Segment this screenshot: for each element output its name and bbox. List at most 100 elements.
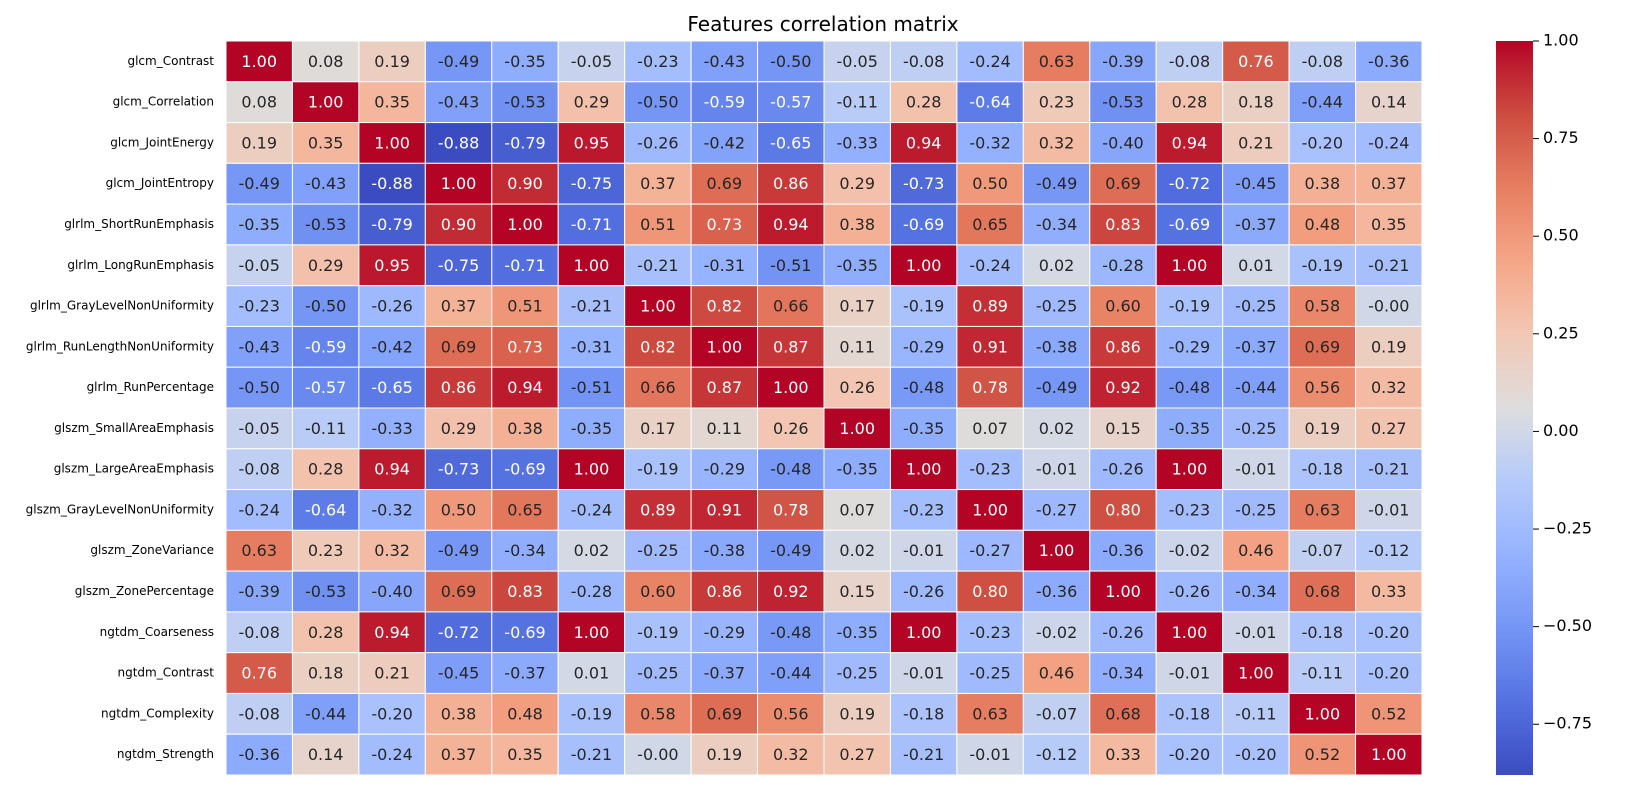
heatmap-cell — [1089, 407, 1157, 450]
cell-value-label: 0.11 — [707, 419, 743, 438]
cell-value-label: -0.20 — [1235, 745, 1276, 764]
cell-value-label: 1.00 — [972, 500, 1008, 519]
cell-value-label: 0.56 — [773, 704, 809, 723]
cell-value-label: 0.94 — [1172, 133, 1208, 152]
cell-value-label: -0.18 — [1169, 704, 1210, 723]
cell-value-label: -0.69 — [903, 215, 944, 234]
heatmap-cell — [956, 570, 1024, 613]
heatmap-cell — [491, 570, 559, 613]
cell-value-label: -0.01 — [1368, 500, 1409, 519]
heatmap-cell — [1155, 203, 1224, 246]
heatmap-cell — [358, 529, 426, 572]
cell-value-label: 0.19 — [1305, 419, 1341, 438]
cell-value-label: 0.35 — [374, 93, 410, 112]
heatmap-cell — [1022, 733, 1091, 776]
cell-value-label: 0.32 — [1371, 378, 1407, 397]
cell-value-label: 0.76 — [241, 664, 277, 683]
heatmap-cell — [823, 529, 891, 572]
cell-value-label: 0.87 — [773, 337, 809, 356]
heatmap-cell — [1155, 122, 1224, 164]
cell-value-label: 0.46 — [1039, 664, 1075, 683]
cell-value-label: -0.05 — [571, 52, 612, 71]
cell-value-label: 0.19 — [374, 52, 410, 71]
cell-value-label: -0.11 — [305, 419, 346, 438]
heatmap-cell — [1022, 203, 1091, 246]
cell-value-label: 0.90 — [441, 215, 477, 234]
heatmap-cell — [491, 366, 559, 409]
heatmap-cell — [225, 81, 293, 124]
cell-value-label: -0.29 — [1169, 337, 1210, 356]
heatmap-cell — [757, 489, 825, 531]
heatmap-cell — [557, 203, 626, 246]
heatmap-cell — [690, 652, 759, 694]
heatmap-cell — [1355, 122, 1423, 164]
cell-value-label: 0.08 — [241, 93, 277, 112]
cell-value-label: -0.36 — [239, 745, 280, 764]
heatmap-cell — [291, 366, 360, 409]
cell-value-label: -0.08 — [239, 623, 280, 642]
heatmap-cell — [291, 733, 360, 776]
cell-value-label: -0.71 — [571, 215, 612, 234]
cell-value-label: 1.00 — [839, 419, 875, 438]
heatmap-cell — [1288, 692, 1357, 735]
cell-value-label: 0.92 — [773, 582, 809, 601]
heatmap-cell — [1288, 733, 1357, 776]
y-tick-label: ngtdm_Coarseness — [100, 625, 214, 639]
cell-value-label: 0.86 — [1105, 337, 1141, 356]
heatmap-cell — [690, 733, 759, 776]
heatmap-cell — [557, 244, 626, 287]
cell-value-label: 0.68 — [1305, 582, 1341, 601]
heatmap-cell — [557, 611, 626, 654]
colorbar: 1.00 0.75 0.50 0.25 0.00 −0.25 −0.50 −0.75 — [1496, 31, 1592, 775]
heatmap-cell — [1222, 366, 1290, 409]
cell-value-label: 0.87 — [707, 378, 743, 397]
cell-value-label: 0.82 — [707, 297, 743, 316]
heatmap-cell — [291, 529, 360, 572]
heatmap-cell — [557, 692, 626, 735]
heatmap-cell — [1022, 325, 1091, 368]
cell-value-label: 0.02 — [1039, 419, 1075, 438]
cell-value-label: -0.24 — [969, 256, 1010, 275]
cell-value-label: -0.39 — [239, 582, 280, 601]
cell-value-label: 0.76 — [1238, 52, 1274, 71]
cell-value-label: -0.35 — [1169, 419, 1210, 438]
colorbar-tick-label: 0.75 — [1543, 128, 1579, 147]
cell-value-label: -0.21 — [903, 745, 944, 764]
cell-value-label: -0.53 — [305, 215, 346, 234]
heatmap-cell — [889, 652, 958, 694]
cell-value-label: 0.28 — [906, 93, 942, 112]
cell-value-label: 0.15 — [1105, 419, 1141, 438]
cell-value-label: -0.08 — [239, 704, 280, 723]
cell-value-label: 0.19 — [707, 745, 743, 764]
cell-value-label: 0.38 — [441, 704, 477, 723]
heatmap-cell — [823, 489, 891, 531]
cell-value-label: -0.59 — [305, 337, 346, 356]
cell-value-label: 0.94 — [374, 460, 410, 479]
cell-value-label: -0.51 — [571, 378, 612, 397]
cell-value-label: -0.32 — [371, 500, 412, 519]
cell-value-label: -0.07 — [1036, 704, 1077, 723]
y-tick-label: glcm_JointEntropy — [106, 176, 214, 190]
heatmap-cell — [1089, 489, 1157, 531]
heatmap-cell — [1222, 285, 1290, 327]
cell-value-label: -0.37 — [1235, 337, 1276, 356]
heatmap-cell — [1022, 570, 1091, 613]
cell-value-label: 0.90 — [507, 174, 543, 193]
cell-value-label: -0.34 — [1102, 664, 1143, 683]
cell-value-label: -0.12 — [1368, 541, 1409, 560]
cell-value-label: -0.23 — [969, 460, 1010, 479]
cell-value-label: -0.38 — [1036, 337, 1077, 356]
cell-value-label: -0.20 — [371, 704, 412, 723]
heatmap-cell — [823, 692, 891, 735]
heatmap-cell — [823, 81, 891, 124]
cell-value-label: -0.21 — [571, 745, 612, 764]
cell-value-label: 0.32 — [1039, 133, 1075, 152]
heatmap-cell — [1288, 611, 1357, 654]
cell-value-label: 1.00 — [1172, 256, 1208, 275]
cell-value-label: -0.25 — [837, 664, 878, 683]
y-tick-label: glcm_JointEnergy — [110, 135, 214, 149]
heatmap-cell — [1222, 570, 1290, 613]
cell-value-label: 0.48 — [1305, 215, 1341, 234]
heatmap-cell — [889, 692, 958, 735]
cell-value-label: 1.00 — [574, 623, 610, 642]
